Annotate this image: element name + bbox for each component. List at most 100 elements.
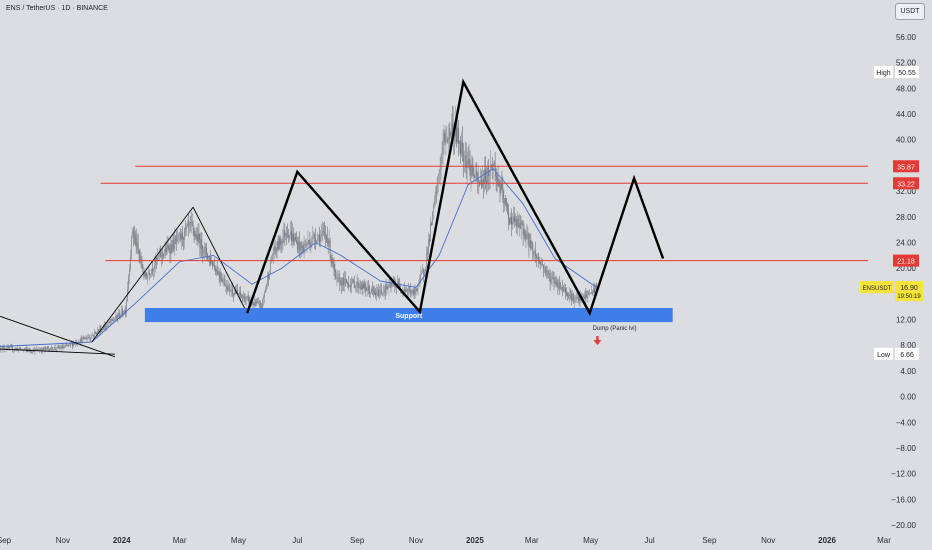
candle-body (187, 223, 189, 226)
candle-body (0, 347, 1, 350)
candle-body (555, 282, 557, 283)
candle-body (516, 218, 518, 227)
candle-body (513, 216, 514, 222)
candle-body (327, 242, 329, 244)
candle-body (182, 232, 183, 240)
candle-body (556, 282, 558, 288)
candle-body (385, 284, 387, 293)
candle-body (162, 254, 164, 257)
candle-body (490, 165, 492, 169)
symbol-title: ENS / TetherUS · 1D · BINANCE (6, 5, 108, 12)
candle-body (289, 235, 291, 238)
candle-body (470, 165, 472, 176)
candle-body (20, 347, 21, 350)
candle-body (409, 290, 411, 295)
candle-body (19, 347, 20, 349)
level-price-badge (893, 254, 919, 267)
candle-body (83, 337, 85, 340)
candle-body (425, 267, 427, 273)
candle-body (323, 231, 325, 234)
candle-body (221, 279, 223, 282)
candle-body (49, 349, 51, 351)
candle-body (302, 245, 304, 252)
candle-body (224, 279, 226, 287)
candle-body (284, 230, 286, 237)
candle-body (157, 256, 159, 258)
candle-body (141, 259, 143, 268)
candle-body (53, 347, 55, 350)
candle-body (271, 255, 273, 261)
candle-body (166, 245, 168, 253)
candle-body (205, 246, 207, 248)
candle-body (131, 231, 133, 236)
candle-body (266, 283, 267, 290)
candle-body (576, 297, 578, 299)
candle-body (268, 273, 270, 279)
candle-body (585, 294, 587, 298)
candle-body (104, 325, 106, 328)
candle-body (73, 343, 74, 346)
candle-body (430, 223, 431, 242)
candle-body (9, 346, 11, 348)
candle-body (572, 293, 574, 302)
candle-body (476, 170, 478, 176)
candle-body (278, 237, 280, 249)
candle-body (16, 348, 17, 350)
candle-body (313, 234, 315, 236)
candle-body (434, 191, 436, 201)
candle-body (186, 223, 188, 227)
candle-body (243, 296, 245, 303)
time-tick-label: Nov (56, 536, 70, 545)
candle-body (587, 292, 589, 298)
price-tick-label: −8.00 (896, 444, 917, 453)
candle-body (177, 235, 179, 242)
candle-body (365, 286, 367, 291)
candle-body (345, 278, 346, 280)
price-tick-label: 8.00 (900, 341, 916, 350)
candle-body (285, 233, 287, 237)
candle-body (428, 239, 429, 254)
candle-body (40, 349, 42, 351)
candle-body (230, 290, 232, 292)
candle-body (241, 296, 243, 298)
candle-body (451, 123, 453, 136)
candle-body (358, 286, 360, 288)
candle-body (502, 187, 504, 199)
candle-body (442, 141, 444, 154)
candle-body (378, 291, 380, 296)
candle-body (582, 296, 584, 298)
candle-body (69, 343, 71, 345)
candle-body (316, 240, 318, 242)
candle-body (548, 273, 550, 275)
candle-body (282, 236, 284, 244)
candle-body (333, 261, 335, 270)
candle-body (80, 338, 82, 343)
candle-body (219, 275, 221, 279)
candle-body (159, 251, 161, 258)
candle-body (480, 179, 482, 185)
candle-body (515, 218, 516, 222)
currency-selector[interactable]: USDT (895, 3, 925, 20)
candle-body (106, 324, 108, 326)
candle-body (352, 279, 354, 282)
candle-body (29, 348, 31, 351)
candle-body (178, 234, 180, 236)
candle-body (209, 256, 210, 258)
arrow-down-icon-head (593, 340, 602, 346)
candle-body (47, 347, 48, 349)
candle-body (553, 277, 555, 284)
candle-body (148, 272, 150, 275)
candle-body (142, 267, 144, 273)
candle-body (121, 309, 123, 316)
candle-body (375, 292, 376, 296)
candle-body (406, 289, 408, 292)
candle-body (72, 343, 73, 346)
candle-body (185, 227, 186, 230)
candle-body (305, 244, 307, 246)
candle-body (311, 241, 313, 245)
candle-body (416, 290, 418, 291)
time-tick-label: Nov (761, 536, 775, 545)
candle-body (102, 329, 103, 330)
candle-body (424, 272, 426, 274)
